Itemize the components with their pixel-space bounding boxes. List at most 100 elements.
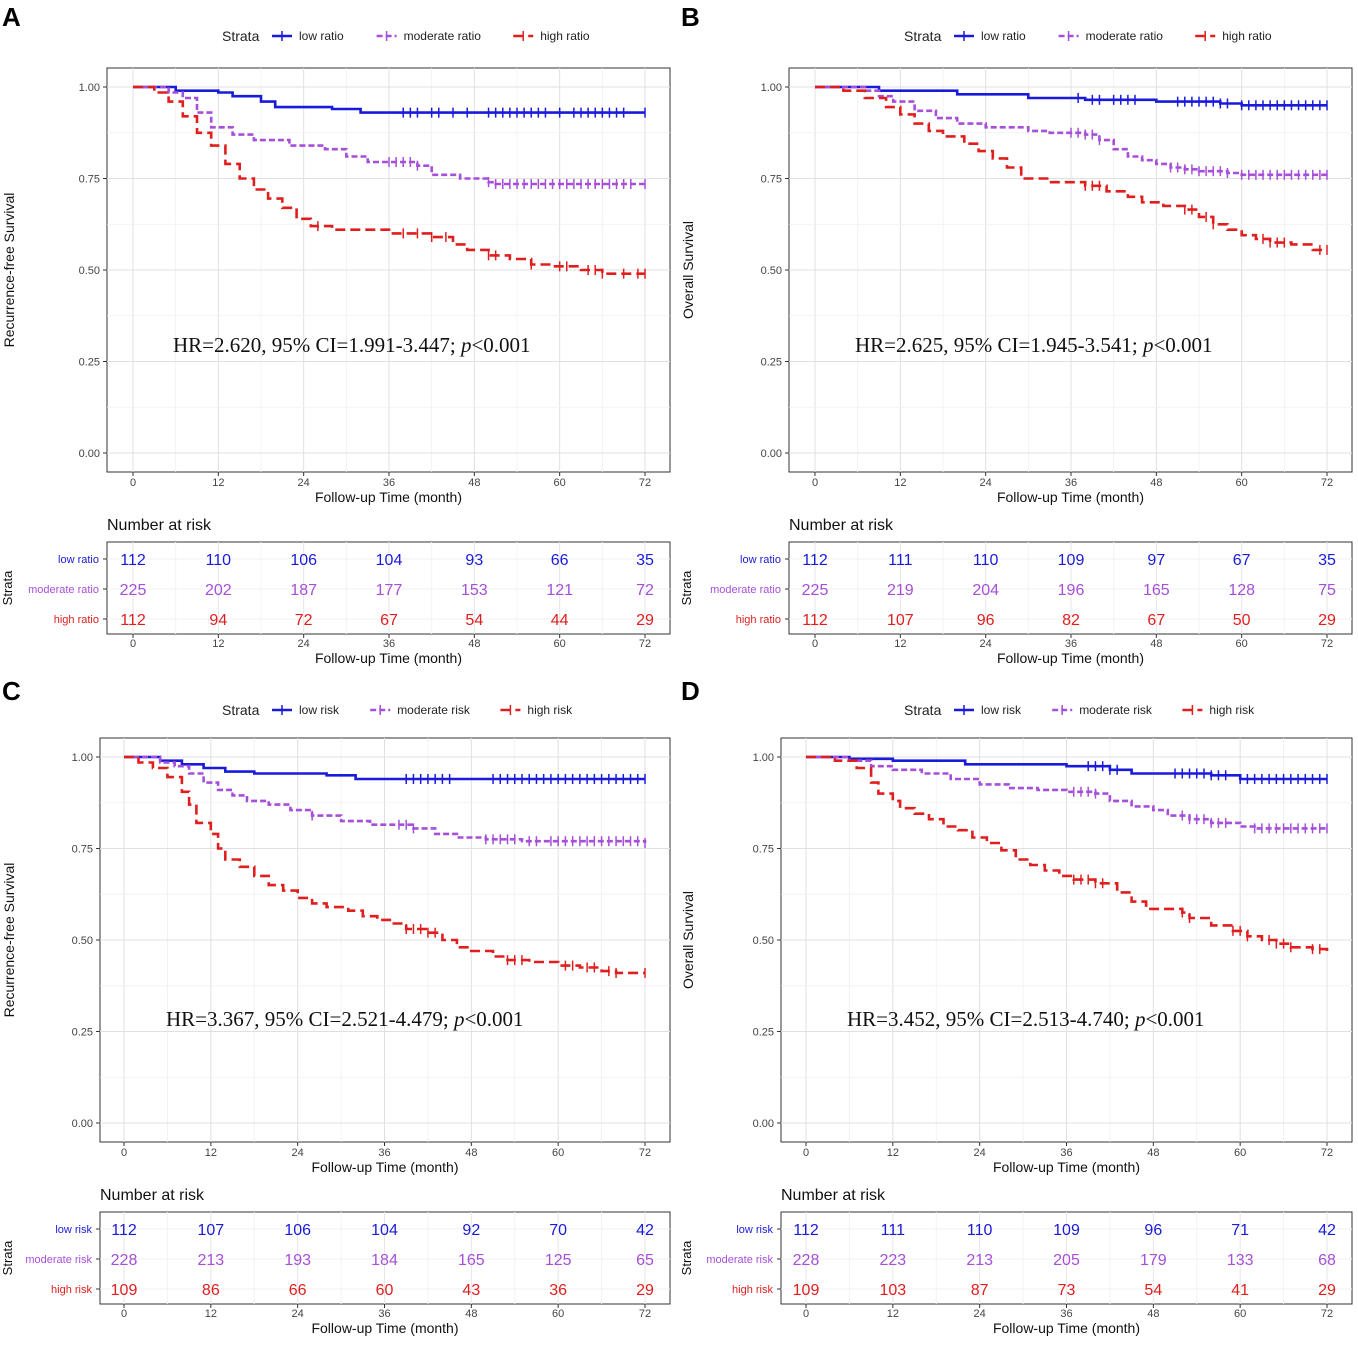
y-axis-title: Recurrence-free Survival (1, 863, 17, 1018)
y-tick-label: 0.50 (761, 265, 782, 277)
survival-curve-low (133, 85, 645, 114)
y-tick-label: 0.75 (753, 844, 774, 856)
risk-count: 110 (973, 552, 999, 569)
legend-label-moderate: moderate risk (397, 703, 471, 717)
legend-label-low: low ratio (299, 29, 344, 43)
risk-table: Number at risk low ratio 112 110 106 104 93 66 3… (0, 517, 671, 666)
risk-count: 70 (549, 1222, 567, 1239)
series-high (815, 85, 1328, 255)
risk-count: 29 (1318, 612, 1336, 629)
risk-row-label-moderate: moderate risk (25, 1254, 92, 1266)
risk-x-tick-label: 24 (980, 638, 992, 650)
series-moderate (133, 85, 646, 189)
risk-row-label-high: high ratio (736, 614, 781, 626)
km-chart-c: Strata low risk moderate risk high risk 0.00… (0, 702, 671, 1336)
risk-count: 35 (1318, 552, 1336, 569)
risk-count: 204 (972, 582, 999, 599)
x-tick-label: 12 (205, 1147, 217, 1159)
panel-a: A Strata low ratio moderate ratio high rati… (0, 0, 679, 674)
y-tick-label: 0.75 (79, 174, 100, 186)
series-low (133, 85, 646, 118)
risk-x-tick-label: 0 (812, 638, 818, 650)
legend-label-high: high risk (527, 703, 573, 717)
hr-annotation: HR=3.452, 95% CI=2.513-4.740; p<0.001 (847, 1007, 1205, 1031)
y-tick-label: 1.00 (761, 82, 782, 94)
x-tick-label: 24 (298, 477, 310, 489)
x-axis-title: Follow-up Time (month) (997, 489, 1144, 505)
risk-count: 225 (120, 582, 147, 599)
km-chart-b: Strata low ratio moderate ratio high ratio 0… (679, 28, 1353, 666)
risk-table-title: Number at risk (781, 1187, 886, 1204)
x-tick-label: 48 (468, 477, 480, 489)
legend-label-moderate: moderate risk (1079, 703, 1153, 717)
legend-label-moderate: moderate ratio (1086, 29, 1164, 43)
risk-count: 205 (1053, 1252, 1080, 1269)
y-tick-label: 0.50 (79, 265, 100, 277)
risk-count: 103 (879, 1282, 906, 1299)
series-low (124, 755, 646, 784)
risk-count: 125 (545, 1252, 572, 1269)
risk-table-title: Number at risk (789, 517, 894, 534)
x-tick-label: 72 (639, 477, 651, 489)
risk-count: 223 (879, 1252, 906, 1269)
risk-x-tick-label: 24 (298, 638, 310, 650)
risk-count: 82 (1062, 612, 1080, 629)
risk-count: 68 (1318, 1252, 1336, 1269)
km-chart-d: Strata low risk moderate risk high risk 0.00… (679, 702, 1353, 1336)
x-tick-label: 24 (974, 1147, 986, 1159)
risk-x-tick-label: 36 (1060, 1308, 1072, 1320)
risk-x-axis-title: Follow-up Time (month) (315, 650, 462, 666)
x-axis-title: Follow-up Time (month) (993, 1159, 1140, 1175)
risk-count: 66 (289, 1282, 307, 1299)
risk-row-label-low: low ratio (740, 554, 781, 566)
risk-x-tick-label: 12 (212, 638, 224, 650)
risk-row-label-moderate: moderate ratio (28, 584, 99, 596)
risk-count: 87 (971, 1282, 989, 1299)
risk-count: 75 (1318, 582, 1336, 599)
risk-x-tick-label: 48 (465, 1308, 477, 1320)
x-tick-label: 72 (1321, 1147, 1333, 1159)
risk-count: 213 (966, 1252, 993, 1269)
risk-x-tick-label: 36 (1065, 638, 1077, 650)
series-moderate (806, 755, 1328, 834)
risk-y-axis-title: Strata (0, 1240, 15, 1275)
y-tick-label: 0.50 (72, 935, 93, 947)
panel-label: B (681, 2, 700, 32)
risk-x-tick-label: 24 (292, 1308, 304, 1320)
risk-row-label-high: high risk (732, 1284, 773, 1296)
series-moderate (124, 755, 647, 849)
legend-label-moderate: moderate ratio (404, 29, 482, 43)
risk-count: 111 (888, 552, 912, 569)
risk-table-title: Number at risk (100, 1187, 205, 1204)
risk-x-tick-label: 72 (639, 638, 651, 650)
x-axis-title: Follow-up Time (month) (311, 1159, 458, 1175)
legend-label-high: high ratio (1222, 29, 1272, 43)
risk-x-axis-title: Follow-up Time (month) (997, 650, 1144, 666)
panel-label: A (2, 2, 21, 32)
gridlines (107, 68, 670, 472)
risk-count: 97 (1147, 552, 1165, 569)
y-tick-label: 1.00 (753, 752, 774, 764)
risk-count: 86 (202, 1282, 220, 1299)
risk-count: 133 (1227, 1252, 1254, 1269)
risk-count: 112 (111, 1222, 137, 1239)
y-tick-label: 1.00 (72, 752, 93, 764)
risk-x-axis-title: Follow-up Time (month) (993, 1320, 1140, 1336)
risk-count: 228 (111, 1252, 138, 1269)
km-chart-a: Strata low ratio moderate ratio high ratio 0… (0, 28, 671, 666)
x-tick-label: 36 (1065, 477, 1077, 489)
legend-label-low: low risk (981, 703, 1022, 717)
legend: Strata low ratio moderate ratio high ratio (904, 28, 1272, 44)
risk-count: 72 (295, 612, 313, 629)
risk-count: 44 (551, 612, 569, 629)
risk-count: 54 (465, 612, 483, 629)
series-high (806, 755, 1329, 955)
risk-count: 67 (1147, 612, 1165, 629)
y-tick-label: 0.25 (79, 357, 100, 369)
risk-count: 72 (636, 582, 654, 599)
x-tick-label: 48 (465, 1147, 477, 1159)
risk-row-label-high: high ratio (54, 614, 99, 626)
x-tick-label: 36 (1060, 1147, 1072, 1159)
series-moderate (815, 85, 1328, 180)
survival-curve-moderate (133, 85, 645, 186)
